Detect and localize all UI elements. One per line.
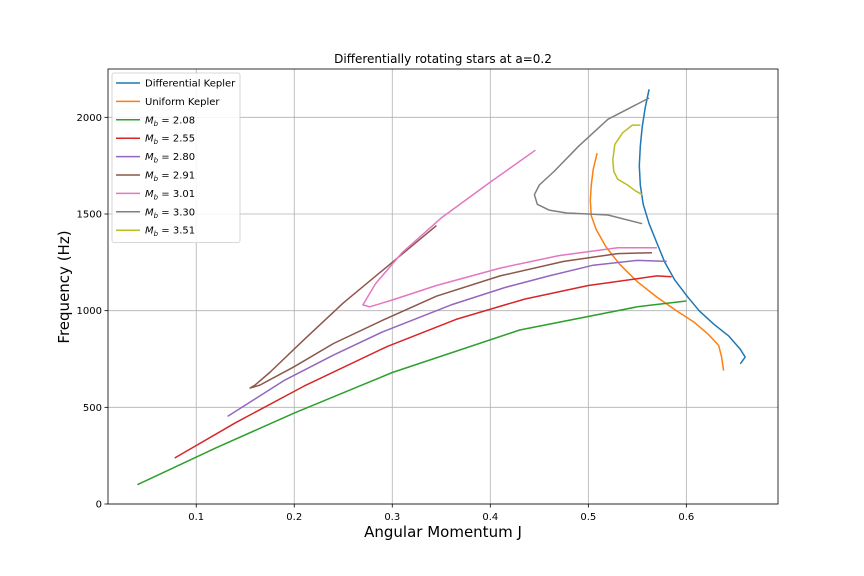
x-axis-label: Angular Momentum J bbox=[364, 523, 522, 541]
legend-label-main: M bbox=[145, 152, 154, 163]
y-tick-label: 2000 bbox=[77, 113, 102, 124]
series-line-0 bbox=[638, 89, 746, 365]
legend-label-main: M bbox=[145, 171, 154, 182]
y-tick-label: 500 bbox=[83, 403, 102, 414]
legend-label-sub: b bbox=[154, 175, 159, 183]
legend-label-main: M bbox=[145, 115, 154, 126]
legend-label-sub: b bbox=[154, 230, 159, 238]
series-line-5 bbox=[249, 225, 653, 389]
legend-label-rest: = 3.51 bbox=[158, 226, 195, 237]
y-tick-label: 0 bbox=[96, 500, 102, 511]
grid bbox=[108, 69, 778, 505]
chart-title: Differentially rotating stars at a=0.2 bbox=[334, 52, 552, 66]
legend-label-sub: b bbox=[154, 120, 159, 128]
legend-label: Differential Kepler bbox=[145, 79, 236, 90]
x-tick-label: 0.4 bbox=[482, 512, 498, 523]
y-axis-label: Frequency (Hz) bbox=[55, 230, 73, 343]
legend-label-rest: = 2.55 bbox=[158, 134, 195, 145]
legend-label-main: M bbox=[145, 134, 154, 145]
series-line-1 bbox=[589, 152, 725, 371]
legend-label-main: Differential Kepler bbox=[145, 79, 236, 90]
x-tick-label: 0.6 bbox=[678, 512, 694, 523]
y-tick-label: 1000 bbox=[77, 306, 102, 317]
series-layer bbox=[137, 89, 746, 486]
legend-label-rest: = 3.30 bbox=[158, 207, 195, 218]
legend-label-rest: = 2.80 bbox=[158, 152, 195, 163]
legend: Differential Kepler Uniform Kepler Mb = 2.… bbox=[111, 72, 241, 244]
legend-label-sub: b bbox=[154, 212, 159, 220]
series-line-6 bbox=[362, 149, 657, 308]
legend-label-main: M bbox=[145, 189, 154, 200]
series-line-4 bbox=[227, 259, 667, 418]
legend-label: Mb = 3.51 bbox=[145, 226, 195, 239]
x-tick-label: 0.3 bbox=[384, 512, 400, 523]
legend-label-sub: b bbox=[154, 138, 159, 146]
series-line-8 bbox=[612, 124, 643, 196]
legend-label: Uniform Kepler bbox=[145, 97, 220, 108]
legend-label: Mb = 2.80 bbox=[145, 152, 195, 165]
x-tick-label: 0.2 bbox=[286, 512, 302, 523]
series-line-7 bbox=[533, 97, 650, 225]
legend-box bbox=[111, 72, 241, 244]
legend-label-rest: = 2.91 bbox=[158, 171, 195, 182]
legend-label-sub: b bbox=[154, 157, 159, 165]
legend-label: Mb = 2.08 bbox=[145, 115, 195, 128]
y-tick-label: 1500 bbox=[77, 210, 102, 221]
legend-label-rest: = 2.08 bbox=[158, 115, 195, 126]
legend-label-main: M bbox=[145, 226, 154, 237]
axes-frame bbox=[107, 68, 779, 505]
legend-label: Mb = 3.01 bbox=[145, 189, 195, 202]
series-line-2 bbox=[137, 300, 687, 486]
legend-label-main: Uniform Kepler bbox=[145, 97, 220, 108]
ticks: 0.1 0.2 0.3 0.4 0.5 0.6 0 500 1000 1500 2000 bbox=[77, 113, 695, 523]
legend-label: Mb = 2.91 bbox=[145, 171, 195, 184]
series-line-3 bbox=[174, 275, 672, 459]
legend-label-main: M bbox=[145, 207, 154, 218]
x-tick-label: 0.5 bbox=[580, 512, 596, 523]
legend-label-sub: b bbox=[154, 193, 159, 201]
x-tick-label: 0.1 bbox=[188, 512, 204, 523]
legend-label-rest: = 3.01 bbox=[158, 189, 195, 200]
legend-label: Mb = 3.30 bbox=[145, 207, 195, 220]
legend-label: Mb = 2.55 bbox=[145, 134, 195, 147]
